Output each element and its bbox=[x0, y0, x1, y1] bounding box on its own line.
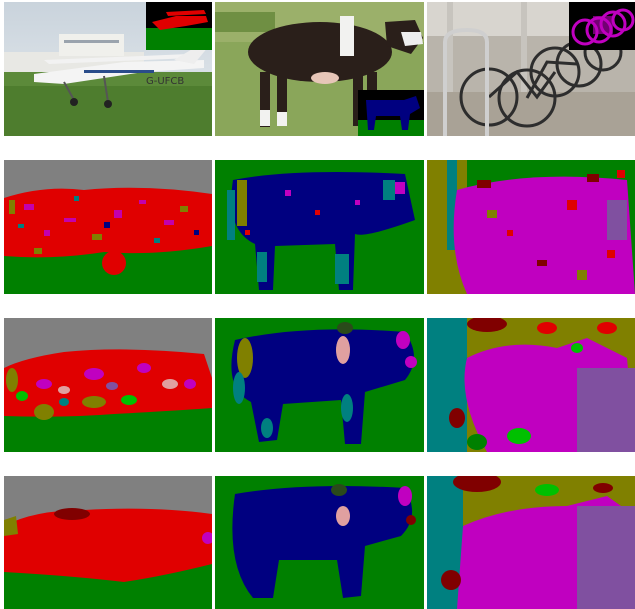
seg-intermediate-bicycles bbox=[427, 318, 635, 452]
aircraft-registration-text: G-UFCB bbox=[146, 76, 184, 87]
ground-truth-mask-bicycles bbox=[569, 2, 635, 50]
seg-noisy-bicycles bbox=[427, 160, 635, 294]
seg-intermediate-airplane bbox=[4, 318, 212, 452]
seg-noisy-cow bbox=[215, 160, 424, 294]
seg-intermediate-cow bbox=[215, 318, 424, 452]
ground-truth-mask-airplane bbox=[146, 2, 212, 50]
photo-bicycles bbox=[427, 2, 635, 136]
seg-smooth-cow bbox=[215, 476, 424, 609]
photo-cow bbox=[215, 2, 424, 136]
seg-smooth-airplane bbox=[4, 476, 212, 609]
seg-noisy-airplane bbox=[4, 160, 212, 294]
ground-truth-mask-cow bbox=[358, 90, 424, 136]
photo-airplane: G-UFCB bbox=[4, 2, 212, 136]
seg-smooth-bicycles bbox=[427, 476, 635, 609]
